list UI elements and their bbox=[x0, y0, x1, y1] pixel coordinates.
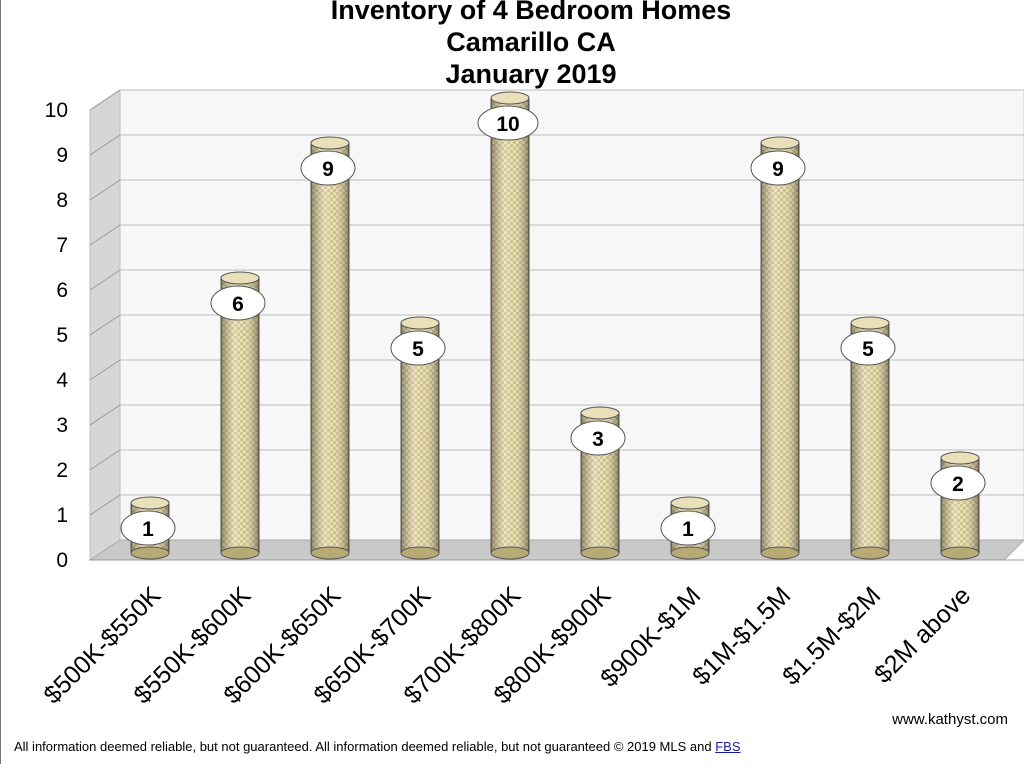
data-label-bubble-4 bbox=[390, 330, 446, 366]
bar-8 bbox=[760, 136, 800, 560]
data-label-value-10: 2 bbox=[952, 473, 964, 496]
bar-base-10 bbox=[940, 546, 980, 560]
y-tick-label-8: 8 bbox=[56, 189, 68, 212]
data-label-7: 1 bbox=[660, 510, 716, 546]
chart-title-line-3: January 2019 bbox=[445, 59, 616, 89]
data-label-8: 9 bbox=[750, 150, 806, 186]
data-label-10: 2 bbox=[930, 465, 986, 501]
data-label-value-7: 1 bbox=[682, 518, 694, 541]
data-label-6: 3 bbox=[570, 420, 626, 456]
data-label-bubble-2 bbox=[210, 285, 266, 321]
bar-shading-2 bbox=[221, 278, 259, 553]
data-label-bubble-3 bbox=[300, 150, 356, 186]
gridline-side-7 bbox=[89, 224, 121, 246]
data-label-4: 5 bbox=[390, 330, 446, 366]
bar-top-4 bbox=[400, 316, 440, 330]
chart-title-line-1: Inventory of 4 Bedroom Homes bbox=[331, 0, 732, 25]
gridline-side-10 bbox=[89, 89, 121, 111]
data-label-bubble-10 bbox=[930, 465, 986, 501]
fbs-link[interactable]: FBS bbox=[715, 739, 741, 754]
bar-base-9 bbox=[850, 546, 890, 560]
data-label-bubble-1 bbox=[120, 510, 176, 546]
data-label-value-5: 10 bbox=[496, 113, 519, 136]
footer-disclaimer: All information deemed reliable, but not… bbox=[14, 739, 741, 754]
data-label-value-2: 6 bbox=[232, 293, 244, 316]
gridline-side-9 bbox=[89, 134, 121, 156]
y-tick-label-6: 6 bbox=[56, 279, 68, 302]
bar-base-5 bbox=[490, 546, 530, 560]
data-label-5: 10 bbox=[477, 105, 539, 141]
bar-shading-5 bbox=[491, 98, 529, 553]
bar-base-6 bbox=[580, 546, 620, 560]
gridline-side-1 bbox=[89, 494, 121, 516]
y-tick-label-5: 5 bbox=[56, 324, 68, 347]
website-watermark: www.kathyst.com bbox=[892, 711, 1008, 728]
bar-3 bbox=[310, 136, 350, 560]
y-tick-label-4: 4 bbox=[56, 369, 68, 392]
bar-shading-8 bbox=[761, 143, 799, 553]
bar-base-8 bbox=[760, 546, 800, 560]
data-label-value-6: 3 bbox=[592, 428, 604, 451]
gridline-side-4 bbox=[89, 359, 121, 381]
y-tick-label-0: 0 bbox=[56, 549, 68, 572]
left-border bbox=[0, 0, 1, 764]
bar-base-1 bbox=[130, 546, 170, 560]
footer-text: All information deemed reliable, but not… bbox=[14, 739, 716, 754]
bar-top-9 bbox=[850, 316, 890, 330]
bar-top-8 bbox=[760, 136, 800, 150]
bar-top-10 bbox=[940, 451, 980, 465]
y-tick-label-10: 10 bbox=[45, 99, 68, 122]
bar-5 bbox=[490, 91, 530, 560]
data-label-value-8: 9 bbox=[772, 158, 784, 181]
bar-base-2 bbox=[220, 546, 260, 560]
bar-base-3 bbox=[310, 546, 350, 560]
bar-base-7 bbox=[670, 546, 710, 560]
y-tick-label-9: 9 bbox=[56, 144, 68, 167]
bar-top-5 bbox=[490, 91, 530, 105]
data-label-value-4: 5 bbox=[412, 338, 424, 361]
gridline-side-6 bbox=[89, 269, 121, 291]
data-label-bubble-5 bbox=[477, 105, 539, 141]
bar-top-3 bbox=[310, 136, 350, 150]
data-label-9: 5 bbox=[840, 330, 896, 366]
bar-top-2 bbox=[220, 271, 260, 285]
data-label-value-9: 5 bbox=[862, 338, 874, 361]
x-tick-label-10: $2M above bbox=[869, 581, 976, 688]
data-label-value-3: 9 bbox=[322, 158, 334, 181]
y-tick-label-1: 1 bbox=[56, 504, 68, 527]
data-label-bubble-8 bbox=[750, 150, 806, 186]
data-label-bubble-9 bbox=[840, 330, 896, 366]
data-label-1: 1 bbox=[120, 510, 176, 546]
data-label-3: 9 bbox=[300, 150, 356, 186]
data-label-value-1: 1 bbox=[142, 518, 154, 541]
data-label-bubble-6 bbox=[570, 420, 626, 456]
bar-top-7 bbox=[670, 496, 710, 510]
gridline-side-8 bbox=[89, 179, 121, 201]
gridline-side-2 bbox=[89, 449, 121, 471]
bar-base-4 bbox=[400, 546, 440, 560]
bar-top-1 bbox=[130, 496, 170, 510]
data-label-bubble-7 bbox=[660, 510, 716, 546]
x-tick-label-9: $1.5M-$2M bbox=[777, 581, 886, 690]
y-tick-label-7: 7 bbox=[56, 234, 68, 257]
bar-top-6 bbox=[580, 406, 620, 420]
data-label-2: 6 bbox=[210, 285, 266, 321]
y-tick-label-3: 3 bbox=[56, 414, 68, 437]
gridline-side-5 bbox=[89, 314, 121, 336]
chart-title-line-2: Camarillo CA bbox=[446, 27, 616, 57]
bar-2 bbox=[220, 271, 260, 560]
y-tick-label-2: 2 bbox=[56, 459, 68, 482]
bar-shading-3 bbox=[311, 143, 349, 553]
gridline-side-3 bbox=[89, 404, 121, 426]
